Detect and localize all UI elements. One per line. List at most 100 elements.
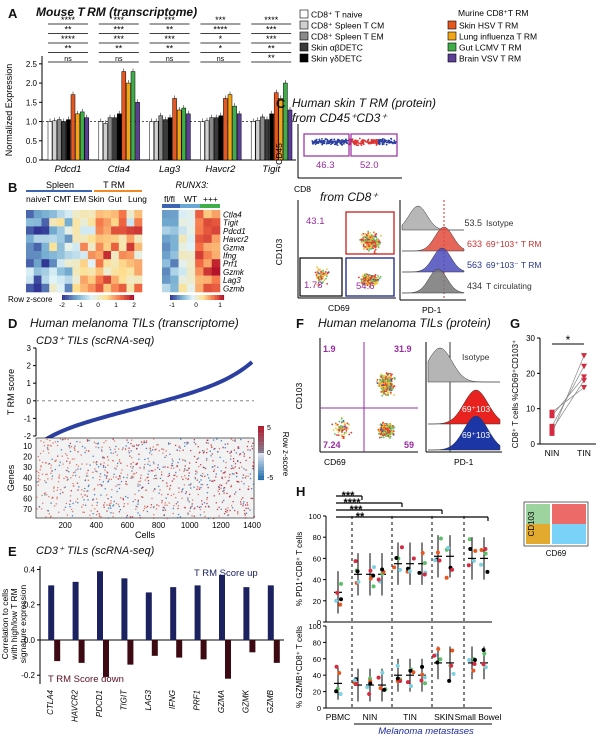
- d-heatmap-cell: [92, 477, 94, 479]
- b-cell: [203, 283, 213, 293]
- b-cell: [195, 259, 204, 268]
- d-heatmap-cell: [115, 476, 117, 478]
- d-xtick-label: 1000: [181, 521, 199, 530]
- d-ylabel-bottom: Genes: [6, 464, 16, 491]
- d-heatmap-cell: [63, 486, 66, 489]
- d-heatmap-cell: [59, 492, 62, 495]
- f-dot: [380, 386, 383, 388]
- d-heatmap-cell: [134, 493, 136, 495]
- c2-dot: [326, 282, 329, 285]
- panel-c: C Human skin T RM (protein) from CD45⁺CD…: [272, 92, 600, 316]
- g-pair-line: [551, 355, 585, 434]
- d-heatmap-cell: [76, 440, 78, 443]
- d-heatmap-cell: [82, 504, 84, 506]
- c2-gate-value: 54.6: [356, 281, 375, 292]
- a-sig-label: **: [64, 44, 72, 54]
- h-dot: [438, 536, 443, 541]
- d-heatmap-cell: [101, 450, 103, 453]
- d-heatmap-cell: [66, 514, 69, 516]
- d-heatmap-cell: [233, 449, 236, 451]
- b-cell: [33, 259, 42, 268]
- d-heatmap-cell: [74, 449, 76, 451]
- h-sig-label: **: [356, 511, 365, 523]
- d-heatmap-cell: [132, 500, 134, 503]
- c2-dot: [325, 275, 328, 278]
- c2-dot: [362, 232, 365, 235]
- h-ytick-label: 60: [313, 554, 321, 563]
- c2-dot: [325, 268, 328, 271]
- b-cell: [87, 267, 96, 276]
- d-scale-cell: [258, 445, 264, 448]
- d-heatmap-cell: [140, 441, 143, 443]
- b-scale-cell: [173, 295, 176, 300]
- d-heatmap-cell: [132, 445, 134, 447]
- a-bar: [209, 117, 214, 161]
- c2-dot: [377, 279, 379, 282]
- d-heatmap-cell: [232, 467, 234, 469]
- b-scale-cell: [216, 295, 219, 300]
- d-heatmap-cell: [52, 496, 54, 499]
- d-heatmap-cell: [157, 485, 160, 487]
- d-heatmap-cell: [85, 449, 87, 452]
- d-heatmap-cell: [220, 508, 222, 510]
- d-heatmap-cell: [129, 516, 132, 518]
- e-down-label: T RM Score down: [48, 674, 124, 685]
- d-heatmap-cell: [184, 465, 186, 467]
- c2-gate: [345, 211, 395, 255]
- panel-c-label: C: [276, 96, 286, 111]
- d-heatmap-cell: [184, 475, 186, 477]
- d-heatmap-cell: [181, 497, 183, 499]
- d-heatmap-cell: [50, 502, 52, 504]
- b-cell: [126, 218, 135, 227]
- d-heatmap-cell: [169, 487, 171, 490]
- b-scale-cell: [198, 295, 201, 300]
- d-heatmap-cell: [210, 455, 212, 457]
- d-heatmap-cell: [205, 442, 208, 444]
- d-heatmap-cell: [173, 493, 175, 495]
- b-scale-cell: [125, 295, 127, 300]
- d-heatmap-cell: [89, 464, 91, 466]
- e-ylabel-line: with high/low T RM: [9, 588, 19, 661]
- d-heatmap-cell: [96, 471, 98, 473]
- d-heatmap-cell: [118, 487, 121, 490]
- h-inset-pop: [552, 504, 586, 524]
- h-dot: [392, 565, 397, 570]
- d-heatmap-cell: [114, 451, 117, 453]
- d-heatmap-cell: [196, 505, 199, 508]
- d-heatmap-cell: [131, 516, 134, 518]
- b-scale-cell: [83, 295, 86, 300]
- d-heatmap-cell: [77, 468, 79, 470]
- d-heatmap-cell: [249, 456, 251, 459]
- d-heatmap-cell: [71, 515, 74, 517]
- d-heatmap-cell: [145, 441, 148, 444]
- f-hist-label: 69⁺103⁺ T RM: [462, 404, 510, 414]
- d-heatmap-cell: [118, 511, 121, 513]
- e-xtick-label: GZMA: [217, 690, 226, 713]
- d-heatmap-cell: [137, 512, 139, 514]
- d-heatmap-cell: [201, 475, 203, 477]
- b-cell: [26, 259, 35, 268]
- c1-gate-value: 52.0: [360, 160, 379, 171]
- a-bar: [250, 121, 256, 161]
- b-cell: [195, 242, 204, 252]
- d-heatmap-cell: [65, 502, 68, 505]
- f-dot: [382, 421, 384, 424]
- f-dot: [382, 388, 385, 390]
- d-ytick-label: -2: [24, 432, 32, 441]
- d-heatmap-cell: [69, 442, 72, 445]
- d-heatmap-cell: [195, 473, 197, 475]
- b-cell: [111, 242, 120, 252]
- e-bar-down: [273, 639, 280, 663]
- d-heatmap-cell: [117, 462, 119, 465]
- d-heatmap-cell: [138, 444, 140, 446]
- c3-xlabel: PD-1: [422, 305, 442, 315]
- d-heatmap-cell: [243, 483, 245, 485]
- d-heatmap-cell: [123, 505, 125, 508]
- a-sig-label: **: [166, 25, 174, 35]
- d-heatmap-cell: [112, 438, 114, 440]
- d-heatmap-cell: [107, 480, 110, 482]
- c1-dot: [342, 142, 345, 145]
- d-heatmap-cell: [113, 473, 115, 475]
- d-heatmap-cell: [211, 453, 213, 455]
- b-col-bar: [200, 204, 220, 208]
